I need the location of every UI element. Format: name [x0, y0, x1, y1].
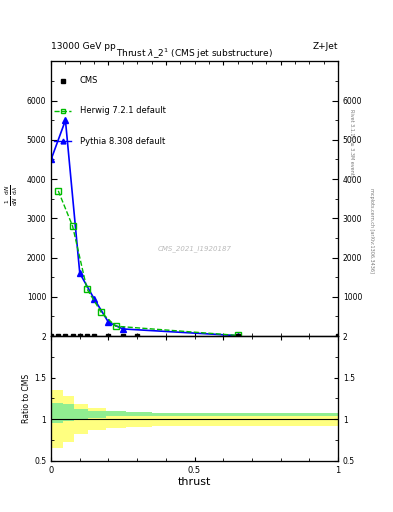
Bar — [51, 390, 62, 449]
Bar — [62, 404, 74, 421]
Text: Herwig 7.2.1 default: Herwig 7.2.1 default — [80, 106, 166, 115]
Title: Thrust $\lambda\_2^1$ (CMS jet substructure): Thrust $\lambda\_2^1$ (CMS jet substruct… — [116, 47, 273, 61]
Bar — [106, 411, 126, 428]
Bar — [126, 412, 152, 416]
Text: CMS: CMS — [80, 76, 98, 85]
Text: 13000 GeV pp: 13000 GeV pp — [51, 41, 116, 51]
Bar — [74, 404, 88, 434]
Text: Pythia 8.308 default: Pythia 8.308 default — [80, 137, 165, 145]
Bar — [74, 409, 88, 419]
Text: Z+Jet: Z+Jet — [312, 41, 338, 51]
Text: $\frac{1}{\mathrm{d}N}$ $\frac{\mathrm{d}N}{\mathrm{d}\lambda}$: $\frac{1}{\mathrm{d}N}$ $\frac{\mathrm{d… — [4, 184, 20, 205]
Bar — [126, 412, 152, 426]
Bar — [152, 413, 338, 416]
Bar — [152, 413, 338, 426]
Text: Rivet 3.1.10, ≥ 3.3M events: Rivet 3.1.10, ≥ 3.3M events — [349, 109, 354, 178]
Bar — [106, 411, 126, 416]
Bar — [62, 396, 74, 442]
Text: mcplots.cern.ch [arXiv:1306.3436]: mcplots.cern.ch [arXiv:1306.3436] — [369, 188, 374, 273]
Bar — [88, 409, 106, 430]
Text: CMS_2021_I1920187: CMS_2021_I1920187 — [158, 245, 231, 251]
Bar — [51, 402, 62, 423]
Y-axis label: Ratio to CMS: Ratio to CMS — [22, 374, 31, 423]
X-axis label: thrust: thrust — [178, 477, 211, 487]
Bar — [88, 411, 106, 418]
